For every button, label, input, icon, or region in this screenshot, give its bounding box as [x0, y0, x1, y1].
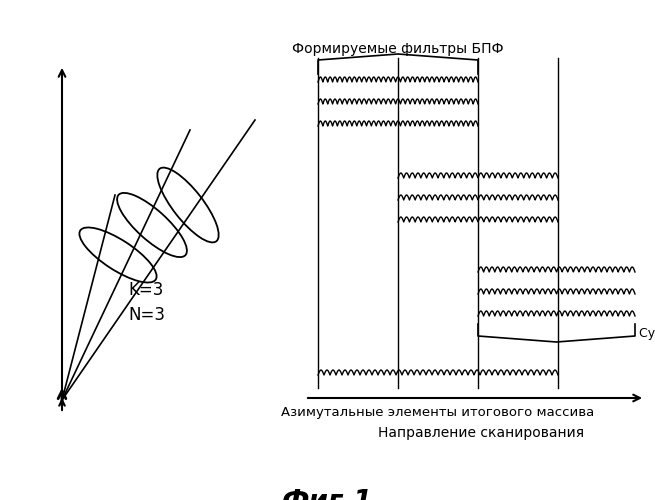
Text: Направление сканирования: Направление сканирования — [379, 426, 584, 440]
Text: Формируемые фильтры БПФ: Формируемые фильтры БПФ — [292, 42, 504, 56]
Text: K=3: K=3 — [128, 281, 163, 299]
Text: N=3: N=3 — [128, 306, 165, 324]
Text: Фиг.1: Фиг.1 — [282, 488, 373, 500]
Text: Азимутальные элементы итогового массива: Азимутальные элементы итогового массива — [282, 406, 595, 419]
Text: Суммируемые азимутальные элементы: Суммируемые азимутальные элементы — [639, 328, 655, 340]
